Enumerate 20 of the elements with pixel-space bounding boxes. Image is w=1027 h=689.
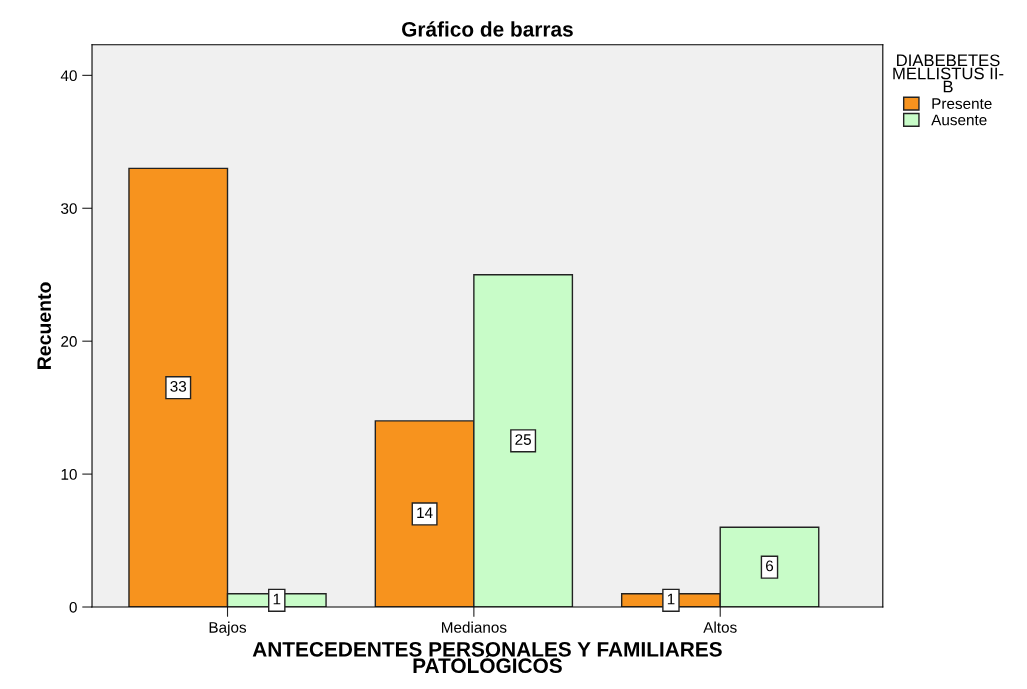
data-label: 6: [766, 560, 774, 572]
y-axis-title: Recuento: [37, 282, 52, 369]
y-tick-label: 40: [60, 70, 77, 82]
x-tick-label: Medianos: [442, 621, 507, 633]
data-label: 1: [273, 593, 281, 605]
data-label: 1: [667, 593, 675, 605]
y-tick-label: 20: [61, 336, 77, 347]
chart-title: Gráfico de barras: [402, 21, 573, 37]
legend-title: DIABEBETES MELLISTUS II- B: [893, 54, 1004, 93]
data-label: 14: [417, 507, 433, 518]
y-tick-label: 0: [69, 601, 77, 613]
x-tick-label: Altos: [703, 621, 737, 633]
data-label: 25: [515, 434, 531, 445]
legend-label: Ausente: [931, 114, 987, 126]
x-tick-label: Bajos: [209, 621, 247, 636]
legend-label: Presente: [932, 98, 992, 110]
data-label: 33: [170, 380, 187, 392]
y-tick-label: 30: [61, 203, 77, 214]
y-tick-label: 10: [61, 468, 77, 480]
x-axis-title: ANTECEDENTES PERSONALES Y FAMILIARES PATOLÓGICOS: [252, 641, 722, 674]
